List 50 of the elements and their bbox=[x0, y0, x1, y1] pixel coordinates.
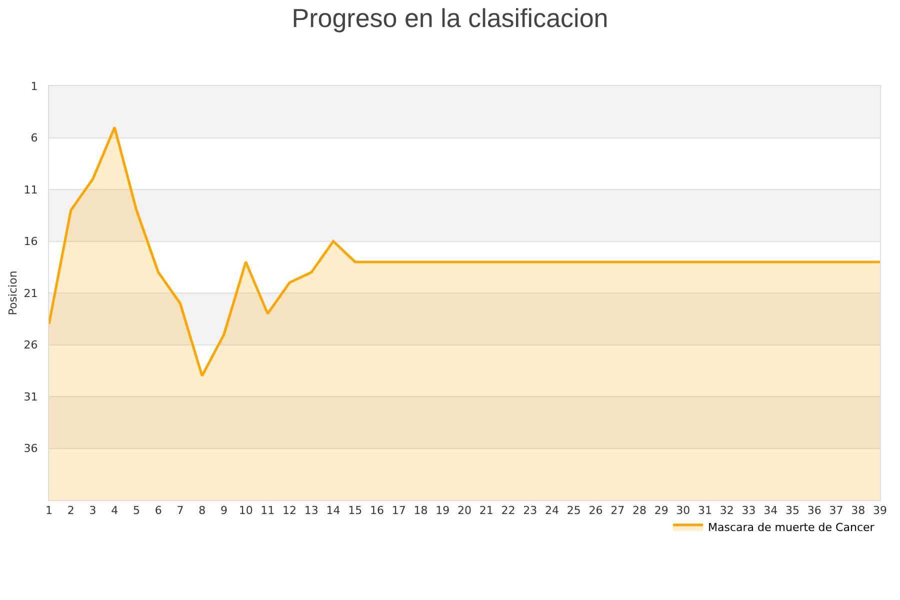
y-axis-title: Posicion bbox=[6, 270, 20, 316]
x-tick-label: 38 bbox=[851, 504, 866, 518]
y-tick-label: 36 bbox=[24, 442, 38, 456]
x-tick-label: 22 bbox=[501, 504, 516, 518]
x-tick-label: 13 bbox=[304, 504, 318, 518]
x-tick-label: 7 bbox=[176, 504, 184, 518]
x-tick-label: 33 bbox=[742, 504, 756, 518]
y-tick-label: 26 bbox=[24, 338, 38, 352]
x-tick-label: 32 bbox=[720, 504, 734, 518]
x-tick-label: 12 bbox=[282, 504, 297, 518]
x-tick-label: 27 bbox=[610, 504, 625, 518]
x-tick-label: 16 bbox=[370, 504, 384, 518]
x-tick-label: 36 bbox=[807, 504, 822, 518]
chart-title: Progreso en la clasificacion bbox=[292, 3, 608, 34]
x-tick-label: 17 bbox=[392, 504, 406, 518]
x-tick-label: 23 bbox=[523, 504, 538, 518]
x-tick-label: 31 bbox=[698, 504, 712, 518]
x-tick-label: 29 bbox=[654, 504, 668, 518]
x-tick-label: 26 bbox=[588, 504, 603, 518]
x-tick-label: 20 bbox=[458, 504, 472, 518]
x-tick-label: 14 bbox=[326, 504, 340, 518]
x-tick-label: 10 bbox=[238, 504, 253, 518]
x-tick-label: 37 bbox=[829, 504, 844, 518]
y-tick-label: 16 bbox=[24, 235, 38, 248]
x-tick-label: 39 bbox=[873, 504, 887, 518]
x-tick-label: 2 bbox=[67, 504, 74, 518]
y-tick-label: 1 bbox=[30, 80, 38, 93]
x-tick-label: 25 bbox=[566, 504, 581, 518]
x-tick-label: 8 bbox=[198, 504, 206, 518]
x-tick-label: 35 bbox=[786, 504, 800, 518]
x-tick-label: 28 bbox=[632, 504, 646, 518]
x-tick-label: 5 bbox=[132, 504, 140, 518]
x-tick-label: 19 bbox=[436, 504, 450, 518]
x-tick-label: 18 bbox=[414, 504, 428, 518]
x-tick-label: 34 bbox=[764, 504, 778, 518]
x-tick-label: 4 bbox=[111, 504, 118, 518]
y-tick-label: 21 bbox=[24, 286, 38, 300]
x-tick-label: 1 bbox=[46, 504, 52, 518]
legend-label: Mascara de muerte de Cancer bbox=[708, 521, 875, 534]
x-tick-label: 30 bbox=[676, 504, 690, 518]
x-tick-label: 9 bbox=[220, 504, 228, 518]
x-tick-label: 6 bbox=[154, 504, 162, 518]
x-tick-label: 11 bbox=[260, 504, 275, 518]
y-tick-label: 11 bbox=[24, 183, 38, 196]
x-tick-label: 24 bbox=[544, 504, 559, 518]
x-tick-label: 3 bbox=[89, 504, 96, 518]
x-tick-label: 15 bbox=[348, 504, 362, 518]
y-tick-label: 6 bbox=[30, 132, 38, 145]
x-tick-label: 21 bbox=[479, 504, 494, 518]
y-tick-label: 31 bbox=[24, 390, 38, 404]
